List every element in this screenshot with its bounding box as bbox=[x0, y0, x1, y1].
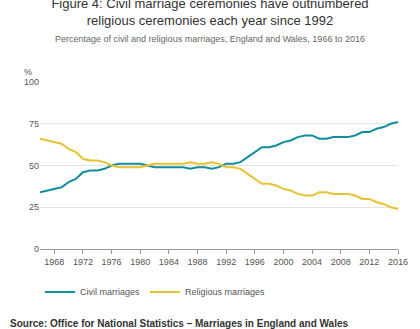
svg-text:1992: 1992 bbox=[216, 257, 236, 267]
svg-text:1980: 1980 bbox=[130, 257, 150, 267]
svg-text:100: 100 bbox=[24, 77, 39, 87]
svg-text:1968: 1968 bbox=[44, 257, 64, 267]
svg-text:1984: 1984 bbox=[159, 257, 179, 267]
svg-text:Civil marriages: Civil marriages bbox=[80, 287, 140, 297]
svg-text:75: 75 bbox=[29, 119, 39, 129]
svg-text:Figure 4: Civil marriage cerem: Figure 4: Civil marriage ceremonies have… bbox=[51, 0, 368, 44]
svg-text:2016: 2016 bbox=[388, 257, 408, 267]
svg-text:2000: 2000 bbox=[273, 257, 293, 267]
svg-text:Source: Office for National St: Source: Office for National Statistics –… bbox=[10, 318, 348, 329]
svg-text:50: 50 bbox=[29, 161, 39, 171]
svg-text:2012: 2012 bbox=[359, 257, 379, 267]
svg-text:1976: 1976 bbox=[102, 257, 122, 267]
svg-text:0: 0 bbox=[34, 244, 39, 254]
svg-text:2004: 2004 bbox=[302, 257, 322, 267]
svg-text:2008: 2008 bbox=[331, 257, 351, 267]
svg-text:Religious marriages: Religious marriages bbox=[185, 287, 265, 297]
svg-text:1988: 1988 bbox=[188, 257, 208, 267]
svg-text:25: 25 bbox=[29, 202, 39, 212]
svg-text:1972: 1972 bbox=[73, 257, 93, 267]
svg-text:1996: 1996 bbox=[245, 257, 265, 267]
svg-text:%: % bbox=[24, 67, 32, 77]
